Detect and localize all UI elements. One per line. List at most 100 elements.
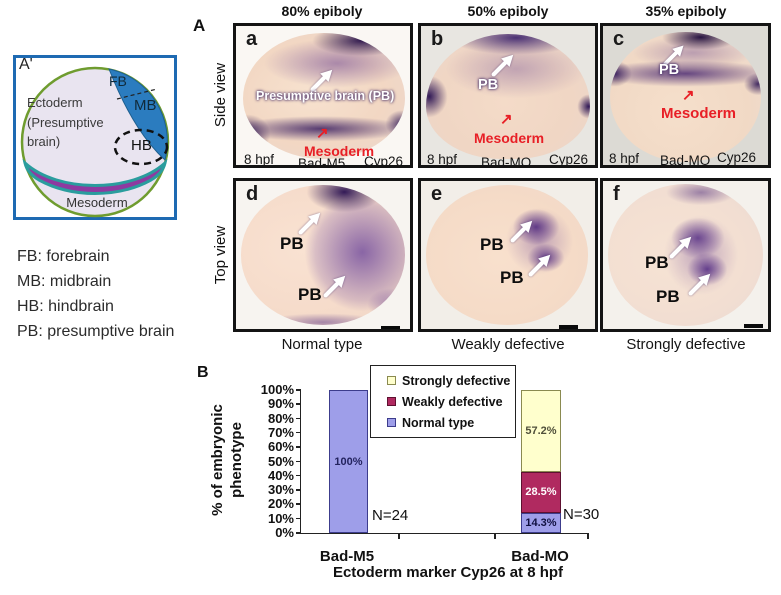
y-tick-mark	[296, 417, 301, 420]
y-tick-mark	[296, 389, 301, 391]
pb-annotation: PB	[656, 287, 680, 306]
red-arrow-ne-icon: ↗	[316, 125, 329, 142]
legend-label: Strongly defective	[402, 373, 511, 388]
presumptive-brain-annotation: PB	[478, 77, 499, 93]
panel-a-prime-label: A'	[19, 56, 33, 73]
white-arrow-ne-icon	[508, 217, 536, 250]
midbrain-label: MB	[134, 97, 157, 114]
micrograph-e: e PB PB	[418, 178, 598, 332]
stage-label: 8 hpf	[244, 152, 275, 167]
bar-value-label: 100%	[334, 455, 363, 468]
chart-legend: Strongly defective Weakly defective Norm…	[370, 365, 516, 438]
legend-swatch-normal-type	[387, 418, 396, 427]
plate-letter: d	[246, 183, 259, 205]
forebrain-label: FB	[109, 73, 127, 89]
y-tick-label: 0%	[275, 525, 294, 540]
legend-item-weakly-defective: Weakly defective	[387, 395, 515, 409]
embryo-top-view-normal	[241, 185, 405, 325]
micrograph-a: a Presumptive brain (PB) ↗ Mesoderm 8 hp…	[233, 23, 413, 168]
pb-annotation: PB	[280, 234, 304, 253]
bar-value-label: 14.3%	[525, 516, 557, 529]
plate-letter: a	[246, 28, 258, 50]
y-tick-mark	[296, 403, 301, 405]
y-tick-label: 80%	[267, 410, 294, 426]
mesoderm-annotation: Mesoderm	[304, 143, 375, 159]
legend-swatch-weakly-defective	[387, 397, 396, 406]
injection-label: Bad-MO	[481, 155, 532, 168]
plate-letter: e	[431, 183, 443, 205]
embryo-top-view-weak	[426, 185, 589, 325]
y-tick-label: 90%	[267, 396, 294, 412]
pb-annotation: PB	[298, 285, 322, 304]
x-axis-title: Ectoderm marker Cyp26 at 8 hpf	[332, 564, 564, 581]
pb-annotation: PB	[480, 235, 504, 254]
ectoderm-label: Ectoderm (Presumptive brain)	[27, 95, 104, 149]
mesoderm-annotation: Mesoderm	[474, 130, 545, 146]
probe-label: Cyp26	[549, 152, 589, 167]
white-arrow-ne-icon	[321, 272, 349, 305]
row-label-top-view: Top view	[212, 225, 229, 285]
scale-bar	[381, 326, 400, 329]
stage-label: 8 hpf	[609, 151, 640, 166]
pb-annotation: PB	[500, 268, 524, 287]
y-tick-label: 40%	[267, 467, 294, 483]
x-tick-mark	[494, 534, 496, 539]
plate-letter: b	[431, 28, 444, 50]
abbreviation-item: HB: hindbrain	[17, 298, 114, 315]
y-tick-label: 60%	[267, 439, 294, 455]
mesoderm-annotation: Mesoderm	[661, 105, 737, 122]
red-arrow-ne-icon: ↗	[682, 87, 695, 104]
probe-label: Cyp26	[364, 154, 404, 168]
y-tick-label: 50%	[267, 453, 294, 469]
abbreviation-item: PB: presumptive brain	[17, 323, 175, 340]
stage-label: 8 hpf	[427, 152, 458, 167]
mesoderm-region	[22, 158, 168, 195]
presumptive-brain-annotation: PB	[659, 62, 680, 78]
schematic-panel: A' FB MB HB Ectoderm (Presumptive brain)…	[13, 55, 177, 220]
scale-bar	[559, 325, 578, 329]
embryo-side-view-strong	[609, 31, 762, 163]
scale-bar	[744, 324, 763, 328]
y-tick-mark	[296, 431, 301, 434]
y-tick-label: 30%	[267, 482, 294, 498]
abbreviation-list: FB: forebrain MB: midbrain HB: hindbrain…	[17, 244, 174, 344]
bar-bad-m5: 100%	[329, 390, 368, 533]
y-tick-mark	[296, 489, 301, 491]
micrograph-c: c PB ↗ Mesoderm 8 hpf Bad-MO Cyp26	[600, 23, 771, 168]
white-arrow-ne-icon	[667, 233, 695, 266]
n-count-bad-mo: N=30	[563, 506, 600, 523]
panel-a-label: A	[193, 16, 206, 35]
legend-label: Normal type	[402, 415, 475, 430]
x-tick-mark	[398, 534, 400, 539]
embryo-schematic-drawing	[13, 55, 177, 220]
y-tick-mark	[296, 517, 301, 520]
bar-segment-normal-type: 14.3%	[521, 512, 561, 533]
white-arrow-ne-icon	[661, 42, 687, 73]
pb-annotation: PB	[645, 253, 669, 272]
y-tick-mark	[296, 474, 301, 477]
hindbrain-region	[113, 128, 169, 166]
probe-label: Cyp26	[717, 150, 757, 165]
bar-segment-weakly-defective: 28.5%	[521, 471, 561, 513]
injection-label: Bad-M5	[298, 156, 346, 168]
row-label-side-view: Side view	[212, 62, 229, 128]
hindbrain-label: HB	[131, 137, 152, 154]
panel-b-label: B	[197, 364, 209, 381]
red-arrow-ne-icon: ↗	[500, 111, 513, 128]
y-tick-mark	[296, 503, 301, 505]
category-label-bad-m5: Bad-M5	[319, 548, 375, 565]
y-tick-mark	[296, 532, 301, 534]
embryo-top-view-strong	[607, 183, 764, 327]
y-tick-label: 100%	[260, 382, 294, 397]
y-tick-label: 10%	[267, 510, 294, 526]
injection-label: Bad-MO	[660, 153, 711, 168]
legend-swatch-strongly-defective	[387, 376, 396, 385]
embryo-side-view-normal	[242, 32, 405, 160]
bar-bad-mo: 14.3% 28.5% 57.2%	[521, 390, 561, 533]
abbreviation-item: MB: midbrain	[17, 273, 112, 290]
bar-value-label: 57.2%	[525, 424, 557, 437]
white-arrow-ne-icon	[686, 270, 714, 303]
caption-strongly-defective: Strongly defective	[626, 336, 746, 353]
column-header-35-epiboly: 35% epiboly	[645, 3, 727, 19]
